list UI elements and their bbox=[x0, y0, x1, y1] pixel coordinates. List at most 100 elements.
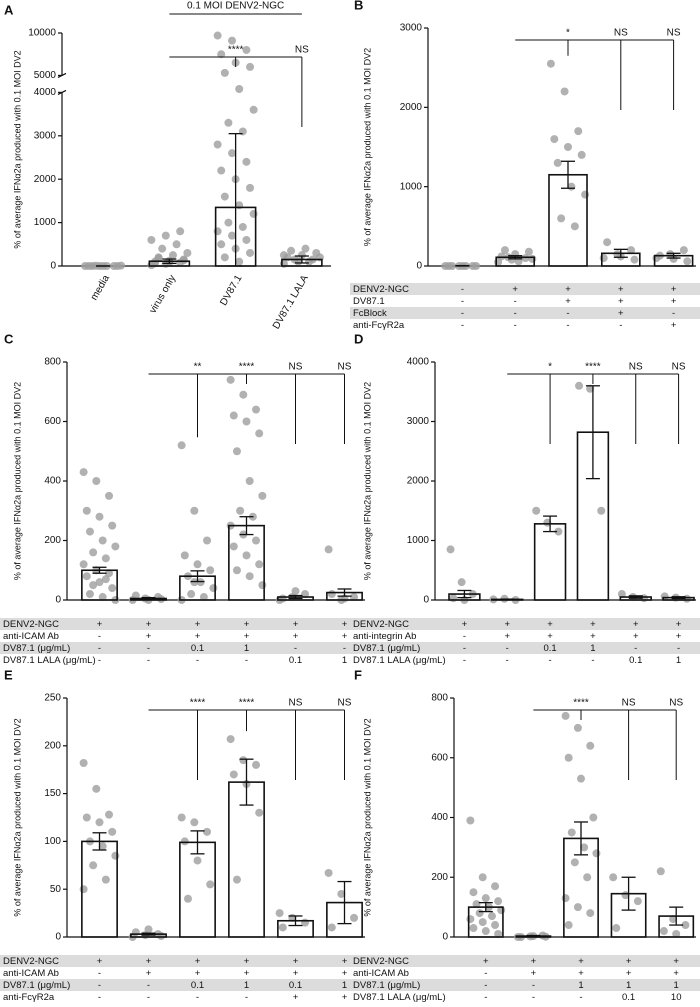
data-point bbox=[242, 45, 251, 54]
data-point bbox=[672, 930, 681, 939]
data-point bbox=[491, 882, 500, 891]
y-tick-label: 1000 bbox=[407, 535, 430, 546]
condition-value: + bbox=[293, 968, 299, 979]
y-tick-label: 1000 bbox=[34, 217, 57, 228]
data-point bbox=[108, 827, 117, 836]
data-point bbox=[235, 257, 244, 266]
data-point bbox=[217, 166, 226, 175]
data-point bbox=[239, 756, 248, 765]
condition-value: + bbox=[244, 619, 250, 630]
data-point bbox=[242, 157, 251, 166]
condition-value: - bbox=[463, 655, 466, 666]
data-point bbox=[199, 593, 208, 602]
condition-value: + bbox=[462, 619, 468, 630]
data-point bbox=[89, 861, 98, 870]
data-point bbox=[206, 880, 215, 889]
condition-value: + bbox=[676, 619, 682, 630]
significance-label: **** bbox=[573, 698, 589, 709]
data-point bbox=[239, 390, 248, 399]
data-point bbox=[252, 536, 261, 545]
data-point bbox=[669, 254, 678, 263]
condition-value: + bbox=[195, 956, 201, 967]
data-point bbox=[449, 594, 458, 603]
data-point bbox=[232, 566, 241, 575]
condition-value: + bbox=[626, 968, 632, 979]
data-point bbox=[101, 575, 110, 584]
condition-value: + bbox=[195, 968, 201, 979]
condition-value: - bbox=[463, 643, 466, 654]
data-point bbox=[472, 900, 481, 909]
data-point bbox=[79, 759, 88, 768]
data-point bbox=[258, 581, 267, 590]
data-point bbox=[246, 183, 255, 192]
data-point bbox=[232, 875, 241, 884]
data-point bbox=[158, 244, 167, 253]
data-point bbox=[92, 477, 101, 485]
condition-value: - bbox=[98, 655, 101, 666]
data-point bbox=[630, 255, 639, 264]
data-point bbox=[337, 889, 346, 898]
data-point bbox=[561, 711, 570, 720]
data-point bbox=[550, 135, 559, 144]
condition-value: - bbox=[245, 992, 248, 1003]
data-point bbox=[82, 506, 91, 515]
y-tick-label: 600 bbox=[431, 752, 448, 763]
condition-value: + bbox=[633, 619, 639, 630]
condition-value: + bbox=[547, 631, 553, 642]
condition-value: - bbox=[461, 284, 464, 295]
data-point bbox=[229, 542, 238, 551]
data-point bbox=[98, 593, 107, 602]
y-tick-label: 100 bbox=[44, 836, 61, 847]
condition-value: + bbox=[293, 619, 299, 630]
data-point bbox=[570, 222, 579, 231]
data-point bbox=[154, 254, 163, 263]
data-point bbox=[446, 545, 455, 554]
y-axis-label: % of average IFNα2a produced with 0.1 MO… bbox=[362, 48, 372, 246]
table-stripe bbox=[0, 642, 350, 654]
data-point bbox=[206, 566, 215, 575]
condition-value: 1 bbox=[578, 980, 583, 991]
condition-name: DV87.1 LALA (μg/mL) bbox=[353, 655, 446, 666]
data-point bbox=[117, 261, 126, 270]
data-point bbox=[561, 894, 570, 903]
table-stripe bbox=[0, 979, 350, 991]
condition-name: DV87.1 LALA (μg/mL) bbox=[3, 655, 96, 666]
data-point bbox=[679, 246, 688, 255]
condition-value: - bbox=[461, 320, 464, 331]
significance-label: ** bbox=[194, 362, 202, 373]
bar bbox=[533, 523, 567, 601]
condition-value: - bbox=[98, 980, 101, 991]
y-axis-label: % of average IFNα2a produced with 0.1 MO… bbox=[12, 382, 22, 580]
data-point bbox=[228, 149, 237, 158]
data-point bbox=[466, 816, 475, 825]
condition-value: - bbox=[98, 968, 101, 979]
condition-name: DENV2-NGC bbox=[353, 619, 409, 630]
condition-value: 1 bbox=[674, 980, 679, 991]
data-point bbox=[228, 231, 237, 240]
data-point bbox=[297, 251, 306, 260]
condition-value: + bbox=[342, 956, 348, 967]
x-tick-label: DV87.1 LALA bbox=[271, 273, 311, 331]
condition-value: + bbox=[195, 619, 201, 630]
data-point bbox=[301, 590, 310, 599]
panel-label: A bbox=[4, 2, 14, 17]
y-tick-label: 0 bbox=[423, 595, 429, 606]
data-point bbox=[487, 912, 496, 921]
condition-value: 1 bbox=[244, 980, 249, 991]
data-point bbox=[226, 375, 235, 384]
data-point bbox=[82, 813, 91, 822]
condition-value: - bbox=[532, 980, 535, 991]
data-point bbox=[131, 591, 140, 600]
data-point bbox=[177, 441, 186, 450]
condition-value: 10 bbox=[671, 992, 682, 1003]
condition-value: + bbox=[293, 992, 299, 1003]
condition-value: - bbox=[484, 968, 487, 979]
data-point bbox=[350, 913, 359, 922]
condition-value: - bbox=[514, 296, 517, 307]
data-point bbox=[79, 885, 88, 894]
data-point bbox=[82, 572, 91, 581]
data-point bbox=[161, 231, 170, 240]
data-point bbox=[448, 262, 457, 270]
data-point bbox=[528, 254, 537, 263]
